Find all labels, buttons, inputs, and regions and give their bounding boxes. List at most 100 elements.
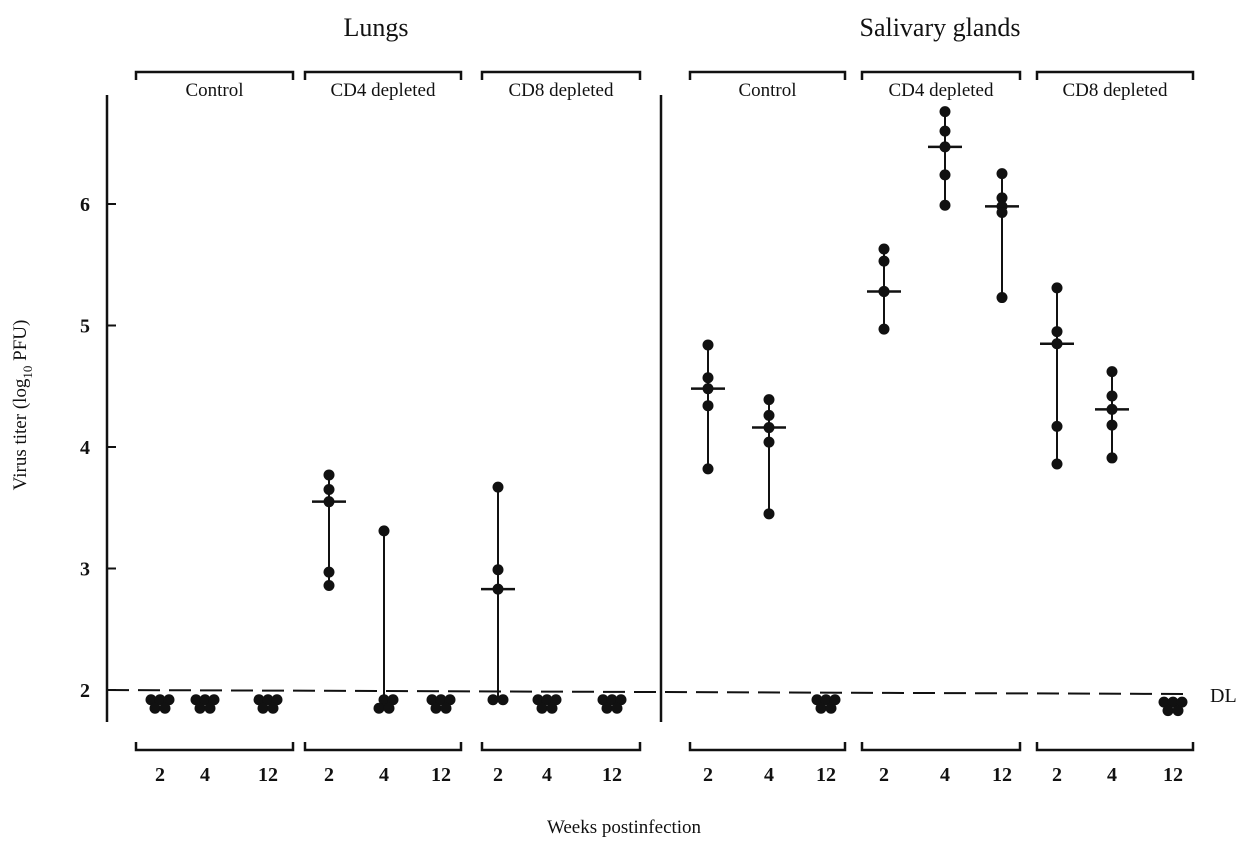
panel-title: Lungs — [344, 13, 409, 42]
data-point — [825, 702, 837, 714]
group-bracket-bottom — [303, 742, 463, 752]
data-point — [878, 243, 890, 255]
data-point — [996, 292, 1008, 304]
data-point — [208, 694, 220, 706]
data-point — [387, 694, 399, 706]
x-tick-label: 2 — [324, 764, 334, 786]
data-point — [597, 694, 609, 706]
x-tick-label: 4 — [542, 764, 552, 786]
data-point — [163, 694, 175, 706]
data-point — [323, 566, 335, 578]
group-label: CD8 depleted — [1062, 80, 1168, 101]
x-tick-label: 12 — [258, 764, 278, 786]
data-point — [1106, 390, 1118, 402]
data-point — [487, 694, 499, 706]
data-point — [939, 125, 951, 137]
group-bracket-bottom — [134, 742, 295, 752]
x-tick-label: 12 — [1163, 764, 1183, 786]
data-point — [878, 285, 890, 297]
group-bracket-top — [480, 70, 642, 80]
data-point — [492, 583, 504, 595]
data-point — [194, 702, 206, 714]
x-tick-label: 4 — [200, 764, 210, 786]
data-point — [615, 694, 627, 706]
x-tick-label: 2 — [1052, 764, 1062, 786]
panel-title: Salivary glands — [859, 13, 1020, 42]
group-bracket-top — [860, 70, 1022, 80]
data-point — [939, 106, 951, 118]
y-tick-label: 4 — [80, 437, 90, 459]
data-point — [763, 422, 775, 434]
data-point — [1051, 458, 1063, 470]
group-bracket-bottom — [480, 742, 642, 752]
data-point — [1172, 705, 1184, 717]
data-point — [1051, 420, 1063, 432]
x-tick-label: 12 — [992, 764, 1012, 786]
data-point — [702, 463, 714, 475]
data-point — [159, 702, 171, 714]
group-bracket-top — [1035, 70, 1195, 80]
x-tick-label: 4 — [940, 764, 950, 786]
data-point — [149, 702, 161, 714]
y-tick-label: 2 — [80, 680, 90, 702]
y-tick-label: 3 — [80, 559, 90, 581]
data-point — [262, 694, 274, 706]
data-point — [878, 323, 890, 335]
group-label: CD8 depleted — [508, 80, 614, 101]
data-point — [444, 694, 456, 706]
x-tick-label: 2 — [703, 764, 713, 786]
data-point — [546, 702, 558, 714]
data-point — [1176, 696, 1188, 708]
data-point — [323, 469, 335, 481]
data-point — [1106, 403, 1118, 415]
data-point — [763, 436, 775, 448]
x-tick-label: 4 — [764, 764, 774, 786]
y-tick-label: 6 — [80, 194, 90, 216]
data-point — [1106, 452, 1118, 464]
data-point — [702, 400, 714, 412]
data-point — [267, 702, 279, 714]
data-point — [378, 525, 390, 537]
data-point — [815, 702, 827, 714]
data-point — [145, 694, 157, 706]
data-point — [440, 702, 452, 714]
data-point — [1162, 705, 1174, 717]
data-point — [702, 372, 714, 384]
data-point — [550, 694, 562, 706]
data-point — [611, 702, 623, 714]
group-label: Control — [738, 80, 796, 101]
data-point — [257, 702, 269, 714]
group-label: CD4 depleted — [330, 80, 436, 101]
data-point — [763, 409, 775, 421]
y-tick-label: 5 — [80, 316, 90, 338]
data-point — [492, 481, 504, 493]
group-label: CD4 depleted — [888, 80, 994, 101]
data-point — [199, 694, 211, 706]
data-point — [435, 694, 447, 706]
group-label: Control — [185, 80, 243, 101]
data-point — [939, 141, 951, 153]
x-tick-label: 12 — [602, 764, 622, 786]
data-point — [1051, 338, 1063, 350]
data-point — [323, 484, 335, 496]
data-point — [154, 694, 166, 706]
data-point — [996, 192, 1008, 204]
x-tick-label: 2 — [879, 764, 889, 786]
data-point — [606, 694, 618, 706]
data-point — [532, 694, 544, 706]
data-point — [271, 694, 283, 706]
data-point — [1158, 696, 1170, 708]
data-point — [536, 702, 548, 714]
x-tick-label: 12 — [816, 764, 836, 786]
data-point — [383, 702, 395, 714]
data-point — [323, 580, 335, 592]
data-point — [829, 694, 841, 706]
data-point — [1106, 366, 1118, 378]
data-point — [190, 694, 202, 706]
x-tick-label: 2 — [155, 764, 165, 786]
x-tick-label: 4 — [379, 764, 389, 786]
x-axis-label: Weeks postinfection — [547, 817, 702, 838]
data-point — [1051, 326, 1063, 338]
group-bracket-top — [134, 70, 295, 80]
